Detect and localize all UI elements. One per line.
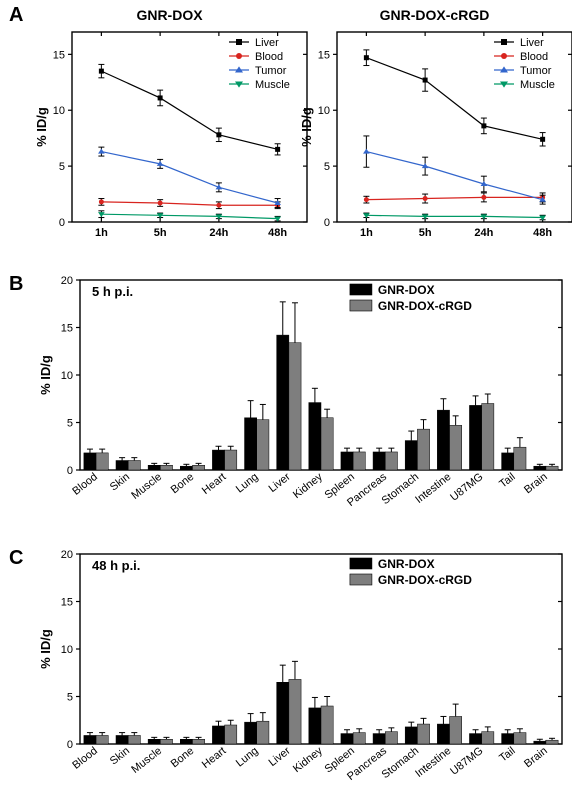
svg-text:0: 0 — [59, 217, 65, 229]
svg-text:Brain: Brain — [522, 471, 550, 496]
svg-text:Blood: Blood — [255, 51, 283, 63]
svg-text:5h: 5h — [419, 227, 432, 238]
svg-text:48 h p.i.: 48 h p.i. — [92, 558, 140, 573]
svg-text:Muscle: Muscle — [129, 471, 164, 502]
svg-text:Tail: Tail — [497, 745, 517, 765]
panel-a-container: GNR-DOX 0 5 10 15 % ID/g 1h 5h 24h 48h Liver Blood T… — [32, 8, 572, 238]
svg-text:GNR-DOX-cRGD: GNR-DOX-cRGD — [378, 573, 472, 587]
svg-text:5: 5 — [324, 161, 330, 173]
svg-text:Bone: Bone — [169, 471, 197, 496]
svg-text:% ID/g: % ID/g — [38, 355, 53, 395]
svg-text:Lung: Lung — [234, 471, 261, 496]
panel-b-container: 0 5 10 15 20 % ID/g 5 h p.i. GNR-DOX GNR-DOX-cRG… — [32, 270, 572, 528]
svg-text:5: 5 — [67, 692, 73, 704]
svg-text:GNR-DOX-cRGD: GNR-DOX-cRGD — [378, 299, 472, 313]
svg-text:Intestine: Intestine — [413, 471, 453, 506]
svg-text:Blood: Blood — [70, 471, 100, 498]
svg-text:Muscle: Muscle — [255, 79, 290, 91]
panel-c-svg: 0 5 10 15 20 % ID/g 48 h p.i. GNR-DOX GNR-DOX-cR… — [32, 544, 572, 802]
svg-text:15: 15 — [61, 323, 73, 335]
svg-text:Lung: Lung — [234, 745, 261, 770]
panel-b-label: B — [9, 273, 23, 296]
svg-text:U87MG: U87MG — [448, 471, 485, 504]
svg-text:Heart: Heart — [200, 471, 229, 497]
panel-a-label: A — [9, 4, 23, 27]
svg-text:0: 0 — [324, 217, 330, 229]
svg-text:5 h p.i.: 5 h p.i. — [92, 284, 133, 299]
svg-text:Tail: Tail — [497, 471, 517, 491]
panel-a-chart-title: GNR-DOX-cRGD — [380, 8, 490, 23]
svg-text:Kidney: Kidney — [291, 745, 325, 775]
svg-text:Blood: Blood — [520, 51, 548, 63]
svg-text:10: 10 — [61, 644, 73, 656]
svg-text:48h: 48h — [533, 227, 552, 238]
svg-text:Skin: Skin — [108, 745, 132, 768]
svg-text:0: 0 — [67, 465, 73, 477]
svg-text:Liver: Liver — [255, 37, 279, 49]
svg-text:Bone: Bone — [169, 745, 197, 770]
svg-text:Brain: Brain — [522, 745, 550, 770]
svg-text:% ID/g: % ID/g — [38, 629, 53, 669]
svg-text:Tumor: Tumor — [520, 65, 552, 77]
svg-text:10: 10 — [61, 370, 73, 382]
svg-text:Kidney: Kidney — [291, 471, 325, 501]
panel-c-label: C — [9, 547, 23, 570]
svg-text:Liver: Liver — [267, 471, 293, 495]
panel-a-chart-title: GNR-DOX — [136, 8, 203, 23]
panel-b-svg: 0 5 10 15 20 % ID/g 5 h p.i. GNR-DOX GNR-DOX-cRG… — [32, 270, 572, 528]
svg-text:15: 15 — [53, 49, 65, 61]
svg-text:% ID/g: % ID/g — [34, 107, 49, 147]
svg-text:Liver: Liver — [267, 745, 293, 769]
svg-text:20: 20 — [61, 549, 73, 561]
svg-text:15: 15 — [318, 49, 330, 61]
svg-text:24h: 24h — [474, 227, 493, 238]
svg-text:% ID/g: % ID/g — [299, 107, 314, 147]
svg-text:Tumor: Tumor — [255, 65, 287, 77]
svg-text:24h: 24h — [209, 227, 228, 238]
figure-root: A GNR-DOX 0 5 10 15 % ID/g 1h 5h 24h 48h Liver Bloo… — [0, 0, 577, 810]
svg-text:U87MG: U87MG — [448, 745, 485, 778]
svg-text:1h: 1h — [360, 227, 373, 238]
svg-text:15: 15 — [61, 597, 73, 609]
svg-text:Skin: Skin — [108, 471, 132, 494]
svg-text:Intestine: Intestine — [413, 745, 453, 780]
svg-text:0: 0 — [67, 739, 73, 751]
panel-a-svg: GNR-DOX 0 5 10 15 % ID/g 1h 5h 24h 48h Liver Blood T… — [32, 8, 572, 238]
svg-text:GNR-DOX: GNR-DOX — [378, 557, 435, 571]
svg-text:Blood: Blood — [70, 745, 100, 772]
svg-text:1h: 1h — [95, 227, 108, 238]
svg-text:Heart: Heart — [200, 745, 229, 771]
svg-text:48h: 48h — [268, 227, 287, 238]
svg-text:5: 5 — [59, 161, 65, 173]
svg-text:10: 10 — [318, 105, 330, 117]
svg-text:5: 5 — [67, 418, 73, 430]
svg-text:Muscle: Muscle — [129, 745, 164, 776]
svg-text:10: 10 — [53, 105, 65, 117]
svg-text:5h: 5h — [154, 227, 167, 238]
panel-c-container: 0 5 10 15 20 % ID/g 48 h p.i. GNR-DOX GNR-DOX-cR… — [32, 544, 572, 802]
svg-text:GNR-DOX: GNR-DOX — [378, 283, 435, 297]
svg-text:Muscle: Muscle — [520, 79, 555, 91]
svg-text:Liver: Liver — [520, 37, 544, 49]
svg-text:20: 20 — [61, 275, 73, 287]
